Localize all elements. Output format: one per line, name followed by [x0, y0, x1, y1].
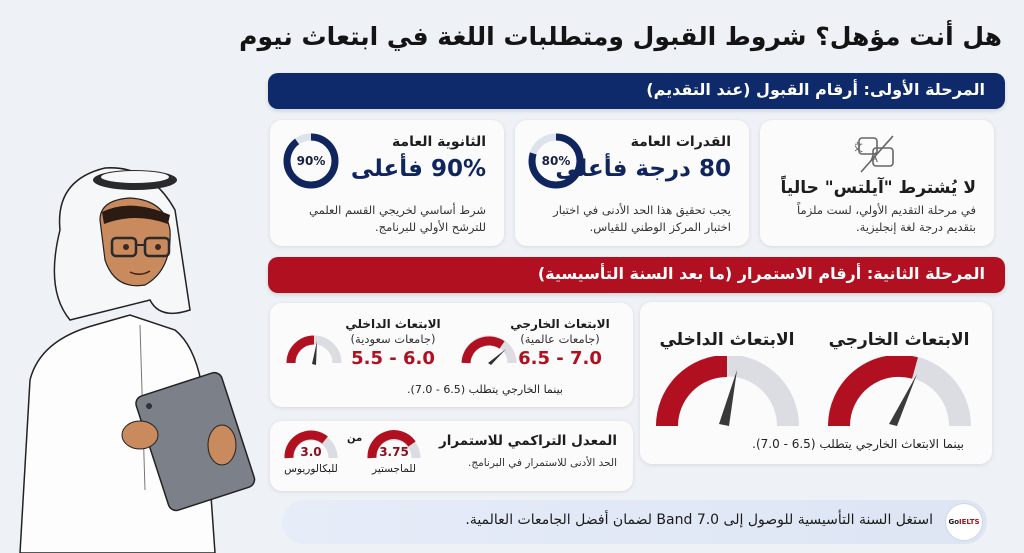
external-ielts-sub: (جامعات عالمية) [520, 332, 600, 346]
gpa-heading: المعدل التراكمي للاستمرار [438, 433, 617, 449]
tip-bar: Go IELTS استغل السنة التأسيسية للوصول إلى… [282, 500, 987, 544]
from-label: من [347, 433, 363, 444]
highschool-heading: الثانوية العامة [391, 134, 486, 150]
external-ielts-label: الابتعاث الخارجي [510, 317, 610, 331]
tip-text: استغل السنة التأسيسية للوصول إلى Band 7.… [465, 512, 933, 528]
logo-suffix: IELTS [959, 518, 980, 526]
internal-mini-gauge-icon [286, 335, 342, 365]
goielts-logo: Go IELTS [945, 503, 983, 541]
highschool-card: 90% الثانوية العامة 90% فأعلى شرط أساسي … [270, 120, 504, 246]
qudurat-heading: القدرات العامة [630, 134, 731, 150]
ielts-ranges-card: الابتعاث الخارجي (جامعات عالمية) 6.5 - 7… [270, 303, 633, 407]
gpa-card: المعدل التراكمي للاستمرار الحد الأدنى لل… [270, 421, 633, 491]
external-mini-gauge-icon [461, 335, 517, 365]
phase2-banner: المرحلة الثانية: أرقام الاستمرار (ما بعد… [268, 257, 1005, 293]
svg-text:文: 文 [855, 140, 863, 154]
qudurat-card: 80% القدرات العامة 80 درجة فأعلى يجب تحق… [515, 120, 749, 246]
internal-ielts-label: الابتعاث الداخلي [345, 317, 441, 331]
highschool-percent: 90% [296, 154, 326, 168]
internal-gauge: الابتعاث الداخلي [652, 330, 802, 432]
masters-gpa-caption: للماجستير [372, 463, 416, 475]
external-ielts-range: 6.5 - 7.0 [518, 348, 602, 369]
internal-gauge-icon [655, 354, 799, 427]
gpa-text: الحد الأدنى للاستمرار في البرنامج. [467, 457, 617, 469]
qudurat-text: يجب تحقيق هذا الحد الأدنى في اختبار اختب… [553, 203, 731, 234]
qudurat-value: 80 درجة فأعلى [555, 156, 731, 182]
qudurat-progress-ring: 80% [527, 132, 585, 190]
bachelors-gpa: 3.0 للبكالوريوس [282, 429, 340, 475]
student-illustration [19, 167, 256, 553]
bachelors-gauge-icon [284, 430, 338, 459]
internal-gauge-label: الابتعاث الداخلي [659, 330, 795, 350]
external-gauge-icon [827, 354, 971, 427]
masters-gpa-value: 3.75 [379, 445, 409, 459]
external-gauge-label: الابتعاث الخارجي [828, 330, 970, 350]
masters-gpa: 3.75 للماجستير [365, 429, 423, 475]
scholarship-gauges-card: الابتعاث الخارجي الابتعاث الداخلي بينما … [640, 302, 992, 464]
qudurat-percent: 80% [541, 154, 571, 168]
translate-crossed-icon: 文 A [855, 135, 894, 173]
external-gauge: الابتعاث الخارجي [824, 330, 974, 432]
highschool-value: 90% فأعلى [350, 156, 486, 182]
masters-gauge-icon [367, 430, 421, 459]
internal-ielts: الابتعاث الداخلي (جامعات سعودية) 5.5 - 6… [338, 317, 448, 369]
internal-ielts-range: 5.5 - 6.0 [351, 348, 435, 369]
bachelors-gpa-value: 3.0 [300, 445, 322, 459]
ielts-footnote: بينما الخارجي يتطلب (6.5 - 7.0). [407, 383, 563, 396]
logo-prefix: Go [948, 518, 960, 526]
bachelors-gpa-caption: للبكالوريوس [284, 463, 338, 475]
external-ielts: الابتعاث الخارجي (جامعات عالمية) 6.5 - 7… [505, 317, 615, 369]
highschool-text: شرط أساسي لخريجي القسم العلمي للترشح الأ… [309, 203, 486, 234]
no-ielts-card: 文 A لا يُشترط "آيلتس" حالياً في مرحلة ال… [760, 120, 994, 246]
no-ielts-text: في مرحلة التقديم الأولي، لست ملزماً بتقد… [797, 203, 976, 234]
page-title: هل أنت مؤهل؟ شروط القبول ومتطلبات اللغة … [239, 22, 1002, 51]
highschool-progress-ring: 90% [282, 132, 340, 190]
internal-ielts-sub: (جامعات سعودية) [350, 332, 436, 346]
gauges-footnote: بينما الابتعاث الخارجي يتطلب (6.5 - 7.0)… [752, 437, 964, 451]
phase1-banner: المرحلة الأولى: أرقام القبول (عند التقدي… [268, 73, 1005, 109]
no-ielts-heading: لا يُشترط "آيلتس" حالياً [780, 178, 976, 198]
